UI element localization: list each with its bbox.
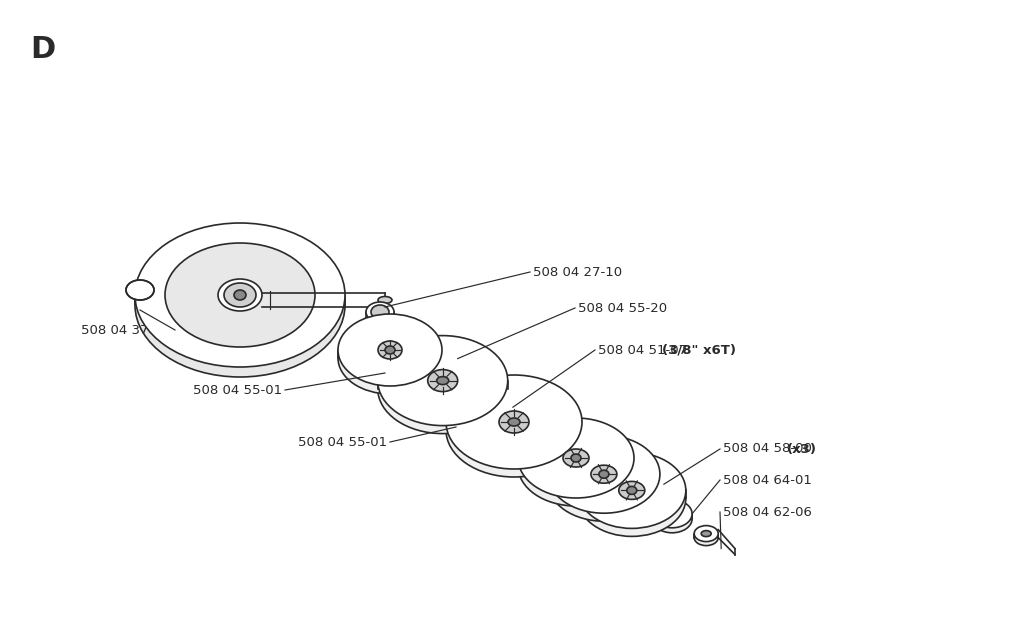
Ellipse shape: [618, 482, 645, 499]
Text: 508 04 37-02: 508 04 37-02: [81, 324, 170, 336]
Ellipse shape: [126, 280, 154, 300]
Ellipse shape: [578, 453, 686, 528]
Ellipse shape: [473, 397, 486, 407]
Ellipse shape: [563, 449, 589, 467]
Ellipse shape: [627, 487, 637, 494]
Ellipse shape: [652, 500, 692, 528]
Ellipse shape: [165, 243, 315, 347]
Ellipse shape: [385, 346, 395, 354]
Ellipse shape: [694, 530, 718, 545]
Ellipse shape: [701, 531, 712, 537]
Ellipse shape: [234, 290, 246, 300]
Text: 508 04 58-00: 508 04 58-00: [723, 442, 816, 456]
Ellipse shape: [436, 377, 449, 385]
Ellipse shape: [338, 314, 442, 386]
Ellipse shape: [446, 383, 582, 477]
Polygon shape: [456, 382, 504, 422]
Ellipse shape: [508, 418, 520, 426]
Ellipse shape: [371, 305, 389, 319]
Ellipse shape: [428, 370, 458, 392]
Text: 508 04 55-20: 508 04 55-20: [578, 301, 667, 315]
Ellipse shape: [378, 344, 508, 434]
Ellipse shape: [652, 505, 692, 533]
Ellipse shape: [599, 470, 609, 478]
Ellipse shape: [446, 375, 582, 469]
Text: D: D: [30, 35, 55, 64]
Text: (3/8" x6T): (3/8" x6T): [663, 344, 736, 356]
Ellipse shape: [135, 233, 345, 377]
Ellipse shape: [224, 283, 256, 307]
Ellipse shape: [499, 411, 529, 433]
Text: 508 04 55-01: 508 04 55-01: [193, 384, 282, 396]
Text: (x3): (x3): [787, 442, 817, 456]
Ellipse shape: [694, 526, 718, 542]
Ellipse shape: [518, 426, 634, 506]
Ellipse shape: [666, 509, 679, 519]
Ellipse shape: [591, 465, 616, 483]
Text: 508 04 62-06: 508 04 62-06: [723, 506, 812, 518]
Ellipse shape: [366, 314, 394, 334]
Ellipse shape: [548, 443, 659, 521]
Text: 508 04 64-01: 508 04 64-01: [723, 473, 812, 487]
Text: 508 04 55-01: 508 04 55-01: [298, 435, 387, 449]
Ellipse shape: [378, 336, 508, 425]
Ellipse shape: [218, 279, 262, 311]
Ellipse shape: [548, 435, 659, 513]
Text: 508 04 51-07: 508 04 51-07: [598, 344, 691, 356]
Ellipse shape: [135, 223, 345, 367]
Ellipse shape: [571, 454, 581, 462]
Ellipse shape: [578, 460, 686, 537]
Text: 508 04 27-10: 508 04 27-10: [534, 265, 623, 279]
Ellipse shape: [338, 322, 442, 394]
Ellipse shape: [378, 341, 402, 359]
Ellipse shape: [518, 418, 634, 498]
Ellipse shape: [378, 296, 392, 303]
Ellipse shape: [366, 302, 394, 322]
